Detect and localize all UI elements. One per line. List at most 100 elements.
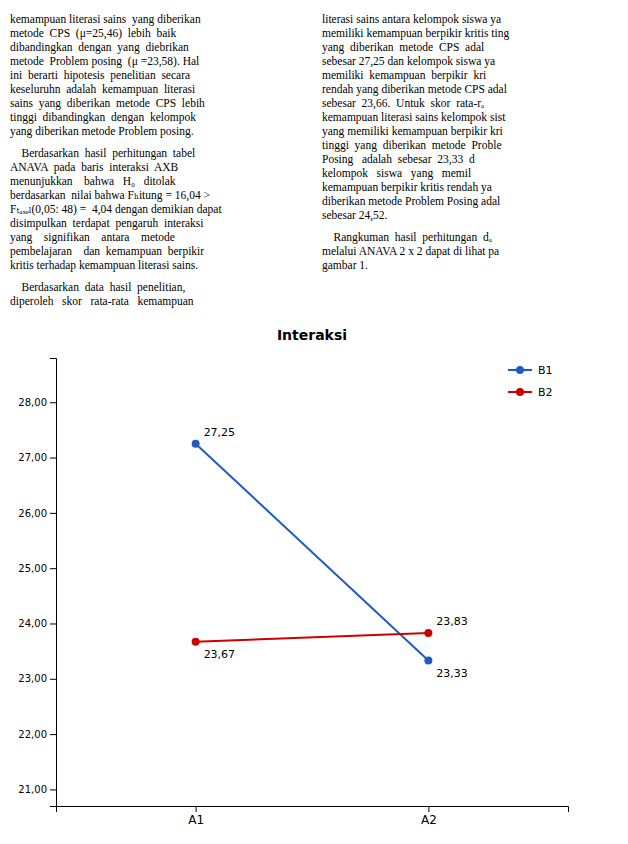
y-tick: 24,00 — [18, 618, 56, 629]
text-line: ini berarti hipotesis penelitian secara — [10, 68, 310, 82]
y-tick: 21,00 — [18, 784, 56, 795]
text-line: literasi sains antara kelompok siswa ya — [322, 12, 622, 26]
x-axis: A1 A2 — [57, 806, 569, 827]
marks — [192, 440, 433, 665]
point — [424, 657, 432, 665]
text-line: tinggi yang diberikan metode Proble — [322, 138, 622, 152]
text-line: sains yang diberikan metode CPS lebih — [10, 96, 310, 110]
legend-marker — [516, 366, 524, 374]
y-tick-mark — [50, 458, 56, 459]
y-tick-mark — [50, 734, 56, 735]
paragraph: Berdasarkan hasil perhitungan tabelANAVA… — [10, 146, 310, 272]
paragraph: literasi sains antara kelompok siswa yam… — [322, 12, 622, 222]
text-line: memiliki kemampuan berpikir kritis ting — [322, 26, 622, 40]
legend-item: B1 — [508, 364, 553, 377]
text-line: Berdasarkan data hasil penelitian, — [10, 280, 310, 294]
text-line: ANAVA pada baris interaksi AXB — [10, 160, 310, 174]
text-line: menunjukkan bahwa H₀ ditolak — [10, 174, 310, 188]
plot-area: 21,00 22,00 23,00 24,00 25,00 26,00 27,00 28,00… — [18, 359, 568, 827]
text-area: kemampuan literasi sains yang diberikanm… — [0, 0, 628, 318]
y-tick-mark — [50, 679, 56, 680]
y-tick-label: 26,00 — [18, 508, 47, 519]
y-tick-label: 28,00 — [18, 397, 47, 408]
y-tick: 27,00 — [18, 452, 56, 463]
text-line: dibandingkan dengan yang diebrikan — [10, 40, 310, 54]
text-line: disimpulkan terdapat pengaruh interaksi — [10, 216, 310, 230]
y-tick-mark — [50, 623, 56, 624]
x-axis-line — [57, 807, 569, 813]
x-tick-mark — [428, 806, 429, 812]
point — [424, 629, 432, 637]
text-line: Posing adalah sebesar 23,33 d — [322, 152, 622, 166]
y-tick-mark — [50, 568, 56, 569]
data-label: 23,33 — [436, 667, 468, 680]
point — [192, 440, 200, 448]
text-line: keseluruhn adalah kemampuan literasi — [10, 82, 310, 96]
data-label: 27,25 — [204, 426, 236, 439]
text-line: kemampuan berpikir kritis rendah ya — [322, 180, 622, 194]
paragraph: kemampuan literasi sains yang diberikanm… — [10, 12, 310, 138]
y-tick-mark — [50, 513, 56, 514]
text-line: berdasarkan nilai bahwa Fₕitung = 16,04 … — [10, 188, 310, 202]
chart-title: Interaksi — [277, 327, 347, 343]
y-tick: 25,00 — [18, 563, 56, 574]
point — [192, 638, 200, 646]
series-line — [196, 444, 429, 661]
text-line: melalui ANAVA 2 x 2 dapat di lihat pa — [322, 244, 622, 258]
text-line: Fₜₐₓₑₗ(0,05: 48) = 4,04 dengan demikian … — [10, 202, 310, 216]
data-labels: 27,25 23,33 23,67 23,83 — [204, 426, 468, 680]
text-line: yang signifikan antara metode — [10, 230, 310, 244]
y-tick-label: 21,00 — [18, 784, 47, 795]
text-line: kemampuan literasi sains yang diberikan — [10, 12, 310, 26]
legend-label: B2 — [538, 386, 553, 399]
text-line: kelompok siswa yang memil — [322, 166, 622, 180]
text-line: sebesar 27,25 dan kelompok siswa ya — [322, 54, 622, 68]
data-label: 23,83 — [436, 615, 468, 628]
y-tick-mark — [50, 789, 56, 790]
text-line: diperoleh skor rata-rata kemampuan — [10, 294, 310, 308]
y-axis-line — [50, 359, 57, 807]
y-axis: 21,00 22,00 23,00 24,00 25,00 26,00 27,00 28,00 — [18, 359, 56, 807]
text-line: metode Problem posing (μ =23,58). Hal — [10, 54, 310, 68]
paragraph: Rangkuman hasil perhitungan dₐmelalui AN… — [322, 230, 622, 272]
y-tick-label: 23,00 — [18, 673, 47, 684]
text-line: kemampuan literasi sains kelompok sist — [322, 110, 622, 124]
text-line: rendah yang diberikan metode CPS adal — [322, 82, 622, 96]
y-tick-mark — [50, 402, 56, 403]
y-tick: 23,00 — [18, 673, 56, 684]
data-label: 23,67 — [204, 648, 236, 661]
text-line: kritis terhadap kemampuan literasi sains… — [10, 258, 310, 272]
y-tick-label: 27,00 — [18, 452, 47, 463]
legend-marker — [516, 388, 524, 396]
text-line: yang diberikan metode CPS adal — [322, 40, 622, 54]
text-line: tinggi dibandingkan dengan kelompok — [10, 110, 310, 124]
text-column: literasi sains antara kelompok siswa yam… — [322, 12, 622, 280]
legend: B1 B2 — [508, 364, 553, 399]
text-line: Berdasarkan hasil perhitungan tabel — [10, 146, 310, 160]
legend-item: B2 — [508, 386, 553, 399]
y-tick: 22,00 — [18, 729, 56, 740]
text-line: yang diberikan metode Problem posing. — [10, 124, 310, 138]
x-tick: A1 — [188, 806, 204, 827]
text-line: sebesar 23,66. Untuk skor rata-rₐ — [322, 96, 622, 110]
chart-container: 21,00 22,00 23,00 24,00 25,00 26,00 27,00 28,00… — [0, 318, 628, 844]
series-line — [196, 633, 429, 642]
x-tick-label: A2 — [421, 813, 437, 827]
text-line: Rangkuman hasil perhitungan dₐ — [322, 230, 622, 244]
text-column: kemampuan literasi sains yang diberikanm… — [10, 12, 310, 316]
y-tick-label: 24,00 — [18, 618, 47, 629]
paragraph: Berdasarkan data hasil penelitian,dipero… — [10, 280, 310, 308]
legend-label: B1 — [538, 364, 553, 377]
text-line: diberikan metode Problem Posing adal — [322, 194, 622, 208]
text-line: metode CPS (μ=25,46) lebih baik — [10, 26, 310, 40]
text-line: gambar 1. — [322, 258, 622, 272]
y-tick-label: 22,00 — [18, 729, 47, 740]
text-line: memiliki kemampuan berpikir kri — [322, 68, 622, 82]
y-tick: 26,00 — [18, 508, 56, 519]
x-tick-mark — [196, 806, 197, 812]
x-tick-label: A1 — [188, 813, 204, 827]
text-line: yang memiliki kemampuan berpikir kri — [322, 124, 622, 138]
x-tick: A2 — [421, 806, 437, 827]
chart-svg: 21,00 22,00 23,00 24,00 25,00 26,00 27,00 28,00… — [0, 318, 628, 840]
y-tick-label: 25,00 — [18, 563, 47, 574]
